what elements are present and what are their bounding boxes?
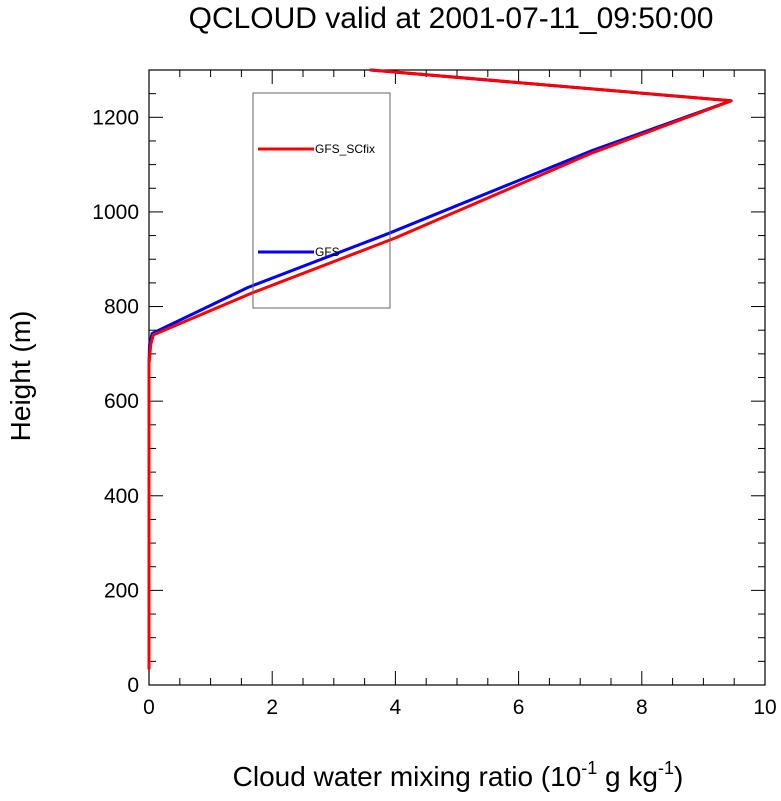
series-lines (147, 68, 733, 670)
series-line-gfs-scfix (147, 68, 733, 670)
x-tick-label: 6 (513, 696, 525, 719)
y-tick-label: 1200 (92, 106, 139, 129)
x-axis-title: Cloud water mixing ratio (10-1 g kg-1) (233, 758, 684, 792)
axis-tick-labels: 0 2 4 6 8 10 0 200 400 600 800 1000 1200 (92, 106, 776, 719)
series-line-gfs (147, 68, 733, 670)
x-tick-label: 0 (143, 696, 155, 719)
plot-border (148, 69, 766, 686)
legend-label-gfs-scfix: GFS_SCfix (315, 142, 375, 156)
y-axis-title: Height (m) (5, 311, 36, 442)
x-tick-label: 10 (753, 696, 776, 719)
y-tick-label: 800 (104, 296, 139, 319)
legend-label-gfs: GFS (315, 245, 340, 259)
x-axis-title-main: Cloud water mixing ratio (10 (233, 761, 582, 792)
x-tick-label: 4 (390, 696, 402, 719)
x-axis-title-end: ) (674, 761, 683, 792)
x-axis-title-mid: g kg (597, 761, 658, 792)
chart-title: QCLOUD valid at 2001-07-11_09:50:00 (189, 2, 714, 35)
x-axis-title-sup1: -1 (581, 758, 597, 778)
y-tick-label: 200 (104, 579, 139, 602)
x-tick-label: 8 (636, 696, 648, 719)
plot-frame (148, 69, 766, 686)
x-tick-label: 2 (266, 696, 278, 719)
x-axis-title-sup2: -1 (658, 758, 674, 778)
y-tick-label: 0 (127, 674, 139, 697)
y-tick-label: 600 (104, 390, 139, 413)
y-tick-label: 400 (104, 485, 139, 508)
legend-box (252, 92, 391, 309)
legend: GFS_SCfix GFS (252, 92, 391, 309)
y-tick-label: 1000 (92, 201, 139, 224)
axis-ticks (148, 69, 766, 686)
